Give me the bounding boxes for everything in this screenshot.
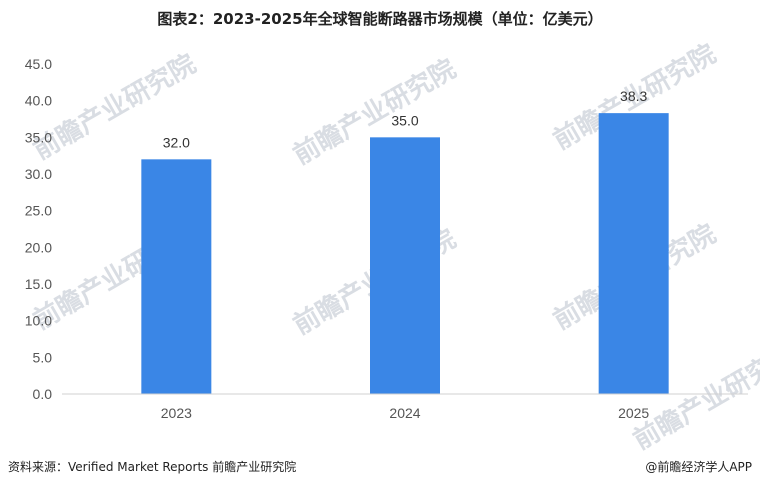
y-tick-label: 10.0 (25, 313, 52, 329)
x-tick-label: 2023 (161, 405, 192, 421)
source-note: 资料来源：Verified Market Reports 前瞻产业研究院 (8, 460, 297, 474)
x-tick-label: 2025 (618, 405, 649, 421)
credit-note: @前瞻经济学人APP (645, 460, 752, 474)
y-tick-label: 15.0 (25, 276, 52, 292)
data-label: 38.3 (620, 88, 647, 104)
x-axis-ticks: 2023 2024 2025 (161, 405, 650, 421)
y-tick-label: 0.0 (33, 386, 53, 402)
y-tick-label: 5.0 (33, 349, 53, 365)
y-tick-label: 30.0 (25, 166, 52, 182)
chart-title: 图表2：2023-2025年全球智能断路器市场规模（单位：亿美元） (157, 10, 603, 28)
y-axis-ticks: 0.0 5.0 10.0 15.0 20.0 25.0 30.0 35.0 40.0 45.0 (25, 56, 52, 402)
bar-2023 (141, 159, 212, 394)
y-tick-label: 45.0 (25, 56, 52, 72)
bars (141, 113, 669, 395)
y-tick-label: 20.0 (25, 239, 52, 255)
bar-2024 (370, 137, 440, 395)
data-label: 35.0 (391, 112, 418, 128)
x-tick-label: 2024 (389, 405, 420, 421)
y-tick-label: 35.0 (25, 129, 52, 145)
data-label: 32.0 (163, 134, 190, 150)
bar-2025 (598, 113, 669, 394)
data-labels: 32.0 35.0 38.3 (163, 88, 648, 150)
y-tick-label: 40.0 (25, 93, 52, 109)
y-tick-label: 25.0 (25, 203, 52, 219)
